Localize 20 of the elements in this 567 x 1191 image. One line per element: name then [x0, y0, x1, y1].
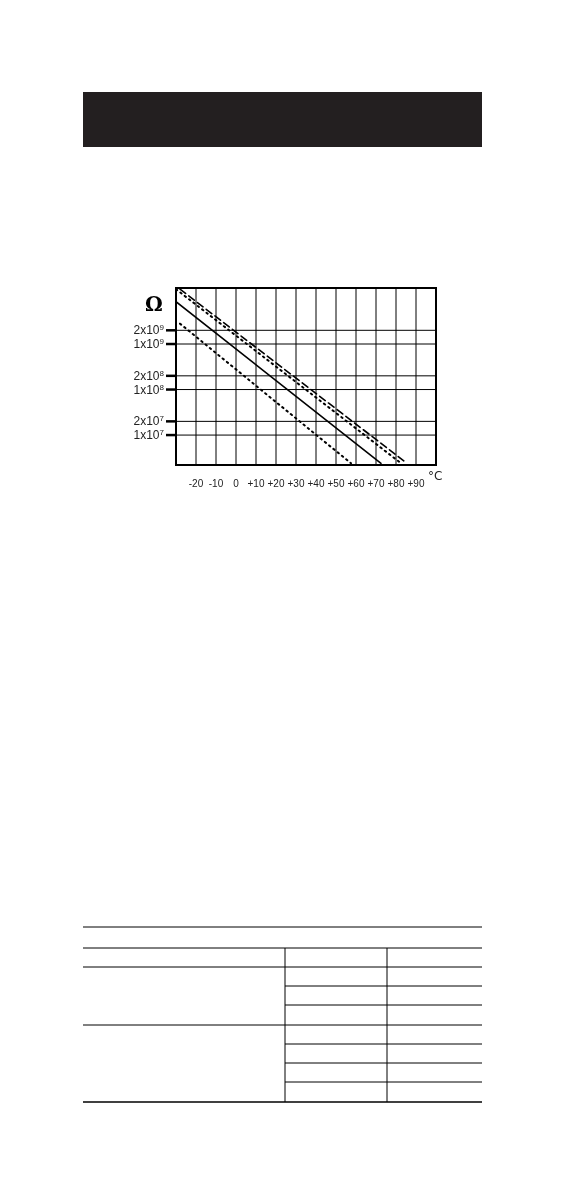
x-tick-label: -20 — [188, 478, 204, 489]
x-tick-label: +30 — [287, 478, 305, 489]
x-tick-label: +40 — [307, 478, 325, 489]
x-tick-label: +20 — [267, 478, 285, 489]
x-tick-label: 0 — [233, 478, 240, 489]
y-tick-label: 2x10$^{8}$ — [133, 368, 165, 383]
x-tick-label: +10 — [247, 478, 265, 489]
y-tick-label: 2x10$^{9}$ — [133, 322, 165, 338]
y-tick-label: 1x10$^{8}$ — [133, 382, 165, 397]
y-tick-label: 1x10$^{9}$ — [133, 336, 165, 352]
x-tick-label: +80 — [387, 478, 405, 489]
x-tick-label: +60 — [347, 478, 365, 489]
y-tick-label: 1x10$^{7}$ — [133, 427, 165, 443]
x-tick-label: -10 — [208, 478, 224, 489]
x-axis-title: °C — [428, 469, 443, 483]
y-axis-title: Ω — [145, 292, 163, 316]
x-tick-label: +70 — [367, 478, 385, 489]
y-tick-label: 2x10$^{7}$ — [133, 413, 165, 429]
x-tick-label: +50 — [327, 478, 345, 489]
x-tick-label: +90 — [407, 478, 425, 489]
